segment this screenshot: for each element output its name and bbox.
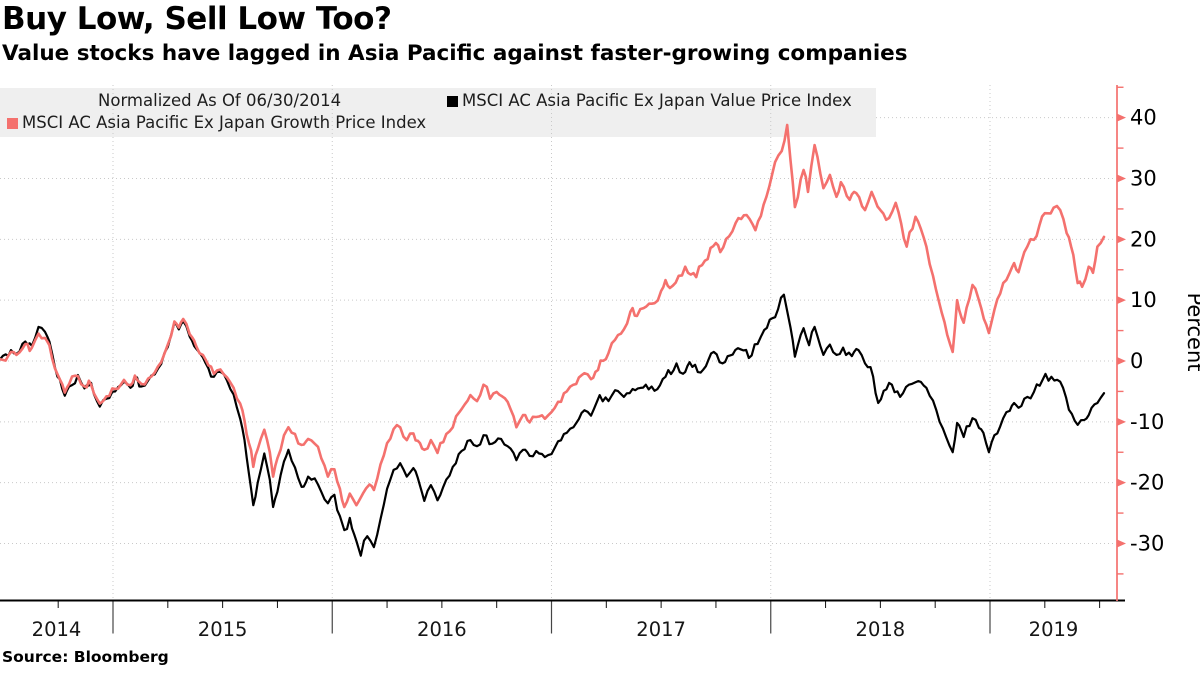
x-tick-label: 2018	[856, 618, 906, 641]
legend-note: Normalized As Of 06/30/2014	[98, 91, 342, 110]
y-tick-label: 10	[1130, 288, 1157, 312]
y-axis-arrow-tick	[1117, 235, 1126, 244]
y-axis-title: Percent	[1183, 292, 1200, 371]
x-tick-label: 2016	[417, 618, 467, 641]
y-axis-arrow-tick	[1117, 113, 1126, 122]
legend-background	[0, 88, 876, 137]
y-tick-label: 20	[1130, 227, 1157, 251]
x-tick-label: 2014	[32, 618, 82, 641]
y-tick-label: 30	[1130, 167, 1157, 191]
legend-item-value-label: MSCI AC Asia Pacific Ex Japan Value Pric…	[462, 91, 852, 110]
series-line-1	[0, 123, 1106, 509]
y-axis-arrow-tick	[1117, 357, 1126, 365]
y-tick-label: 0	[1130, 349, 1143, 373]
y-axis-arrow-tick	[1117, 417, 1126, 426]
y-tick-label: -20	[1130, 471, 1164, 495]
legend-item-value: MSCI AC Asia Pacific Ex Japan Value Pric…	[447, 90, 852, 112]
series-line-0	[0, 293, 1106, 557]
y-axis-arrow-tick	[1117, 478, 1126, 487]
y-tick-label: -30	[1130, 531, 1164, 555]
y-axis-arrow-tick	[1117, 174, 1126, 183]
x-tick-label: 2017	[636, 618, 686, 641]
page-title: Buy Low, Sell Low Too?	[2, 1, 392, 37]
legend-item-growth-label: MSCI AC Asia Pacific Ex Japan Growth Pri…	[22, 113, 427, 132]
y-tick-label: -10	[1130, 410, 1164, 434]
growth-series-swatch-icon	[7, 117, 18, 129]
source-attribution: Source: Bloomberg	[2, 648, 169, 666]
legend-item-growth: MSCI AC Asia Pacific Ex Japan Growth Pri…	[7, 112, 426, 134]
page-subtitle: Value stocks have lagged in Asia Pacific…	[2, 41, 908, 66]
y-axis-arrow-tick	[1117, 296, 1126, 305]
x-tick-label: 2015	[198, 618, 248, 641]
x-tick-label: 2019	[1029, 618, 1079, 641]
y-axis-arrow-tick	[1117, 539, 1126, 548]
value-series-swatch-icon	[447, 95, 458, 107]
y-tick-label: 40	[1130, 106, 1157, 130]
